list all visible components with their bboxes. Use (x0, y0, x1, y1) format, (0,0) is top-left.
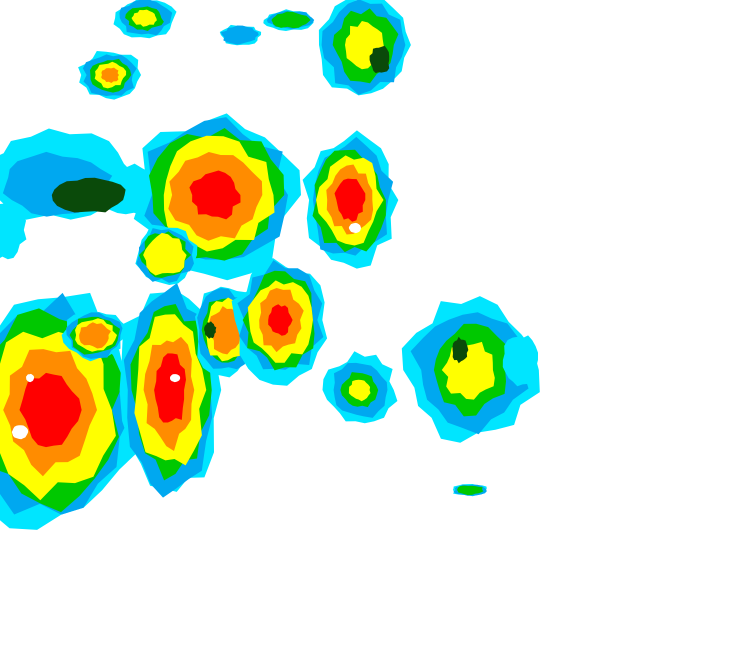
echo-orange (208, 306, 241, 355)
echo-dark-green (452, 336, 469, 364)
echo-yellow (348, 379, 371, 402)
echo-red (334, 178, 366, 222)
echo-white-core (348, 222, 362, 234)
echo-dark-green (204, 321, 217, 339)
echo-orange (79, 322, 111, 349)
echo-red (268, 304, 293, 336)
echo-dark-green (51, 177, 126, 213)
echo-white-core (170, 374, 181, 383)
echo-green (271, 11, 311, 29)
echo-blue (220, 25, 259, 45)
echo-yellow (131, 9, 157, 27)
echo-red (189, 170, 241, 220)
echo-yellow (143, 232, 187, 276)
echo-dark-green (369, 45, 390, 74)
echo-green (457, 485, 484, 496)
echo-red (154, 353, 186, 423)
echo-light-cyan (502, 335, 538, 387)
echo-orange (101, 67, 119, 83)
echo-light-cyan (0, 201, 27, 260)
echo-white-core (11, 425, 29, 440)
echo-white-core (26, 373, 35, 383)
echo-red (19, 372, 82, 448)
